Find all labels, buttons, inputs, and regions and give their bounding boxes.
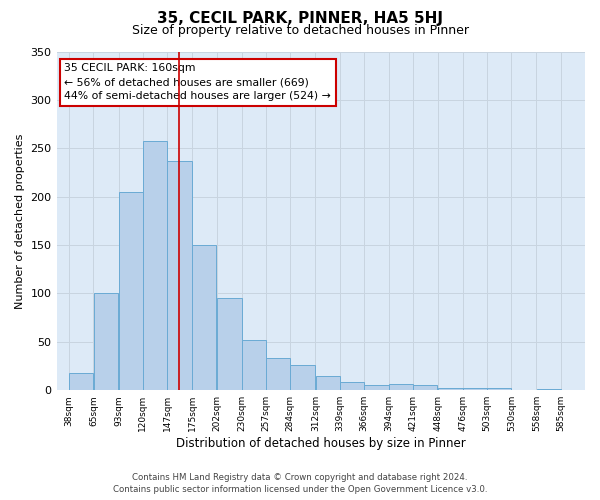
Bar — [94, 294, 118, 390]
Bar — [217, 298, 242, 390]
Bar — [242, 340, 266, 390]
Bar — [536, 389, 560, 390]
Text: 35, CECIL PARK, PINNER, HA5 5HJ: 35, CECIL PARK, PINNER, HA5 5HJ — [157, 11, 443, 26]
X-axis label: Distribution of detached houses by size in Pinner: Distribution of detached houses by size … — [176, 437, 466, 450]
Bar — [438, 388, 463, 390]
Bar — [290, 365, 315, 390]
Bar — [413, 386, 437, 390]
Text: Contains HM Land Registry data © Crown copyright and database right 2024.
Contai: Contains HM Land Registry data © Crown c… — [113, 472, 487, 494]
Bar — [266, 358, 290, 390]
Bar — [119, 192, 143, 390]
Text: Size of property relative to detached houses in Pinner: Size of property relative to detached ho… — [131, 24, 469, 37]
Bar — [340, 382, 364, 390]
Bar — [143, 140, 167, 390]
Y-axis label: Number of detached properties: Number of detached properties — [15, 133, 25, 308]
Bar — [316, 376, 340, 390]
Bar — [389, 384, 413, 390]
Bar — [69, 373, 93, 390]
Bar — [364, 386, 389, 390]
Bar — [167, 161, 192, 390]
Bar — [193, 245, 217, 390]
Bar — [463, 388, 487, 390]
Text: 35 CECIL PARK: 160sqm
← 56% of detached houses are smaller (669)
44% of semi-det: 35 CECIL PARK: 160sqm ← 56% of detached … — [64, 64, 331, 102]
Bar — [487, 388, 511, 390]
